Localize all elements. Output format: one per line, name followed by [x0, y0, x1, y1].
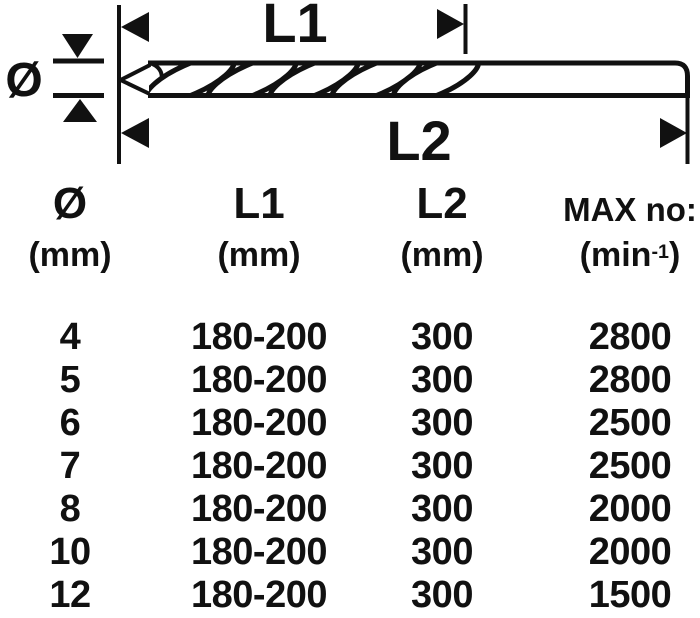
table-row: 7 180-200 300 2500	[0, 445, 700, 488]
cell-l2: 300	[411, 574, 473, 616]
table-header-titles: Ø L1 L2 MAX no:	[0, 170, 700, 228]
cell-l1: 180-200	[191, 531, 327, 573]
cell-diameter: 5	[59, 359, 81, 401]
cell-diameter: 6	[59, 402, 81, 444]
table-header-units: (mm) (mm) (mm) (min-1)	[0, 226, 700, 272]
col-unit-l2: (mm)	[400, 236, 484, 274]
drill-illustration: L1 Ø	[5, 0, 690, 170]
col-header-l2: L2	[416, 179, 468, 228]
diameter-symbol: Ø	[5, 54, 42, 107]
cell-max: 2800	[588, 316, 672, 358]
table-row: 10 180-200 300 2000	[0, 531, 700, 574]
cell-max: 2000	[588, 488, 672, 530]
drill-body-outline	[148, 60, 690, 98]
col-unit-l1: (mm)	[217, 236, 301, 274]
diameter-arrow-up-icon	[63, 99, 97, 122]
cell-max: 2000	[588, 531, 672, 573]
cell-max: 2500	[588, 402, 672, 444]
cell-l2: 300	[411, 531, 473, 573]
cell-diameter: 8	[59, 488, 81, 530]
cell-l2: 300	[411, 402, 473, 444]
diameter-arrow-down-icon	[62, 34, 93, 58]
l1-dimension-label: L1	[262, 0, 327, 54]
col-unit-max: (min-1)	[579, 236, 681, 274]
table-spacer	[0, 272, 700, 316]
table-row: 12 180-200 300 1500	[0, 574, 700, 617]
cell-l1: 180-200	[191, 488, 327, 530]
col-header-l1: L1	[233, 179, 285, 228]
l2-arrow-left-icon	[121, 118, 149, 148]
table-row: 5 180-200 300 2800	[0, 359, 700, 402]
drill-flutes	[149, 60, 481, 98]
cell-diameter: 4	[59, 316, 81, 358]
cell-l1: 180-200	[191, 445, 327, 487]
cell-max: 2800	[588, 359, 672, 401]
l1-arrow-left-icon	[121, 12, 149, 42]
col-header-diameter: Ø	[52, 179, 88, 228]
l1-arrow-right-icon	[437, 9, 464, 39]
table-row: 6 180-200 300 2500	[0, 402, 700, 445]
l2-arrow-right-icon	[660, 118, 687, 148]
cell-max: 1500	[588, 574, 672, 616]
cell-l2: 300	[411, 316, 473, 358]
cell-diameter: 12	[49, 574, 91, 616]
table-row: 8 180-200 300 2000	[0, 488, 700, 531]
cell-l2: 300	[411, 445, 473, 487]
cell-diameter: 10	[49, 531, 91, 573]
cell-l1: 180-200	[191, 359, 327, 401]
drill-diagram: L1 Ø	[0, 0, 700, 170]
table-row: 4 180-200 300 2800	[0, 316, 700, 359]
cell-l2: 300	[411, 359, 473, 401]
superscript: -1	[651, 240, 669, 263]
col-header-max: MAX no:	[563, 191, 697, 228]
cell-l2: 300	[411, 488, 473, 530]
drill-tip	[118, 61, 156, 98]
cell-l1: 180-200	[191, 574, 327, 616]
cell-diameter: 7	[59, 445, 81, 487]
l2-dimension-label: L2	[386, 109, 451, 170]
spec-table: Ø L1 L2 MAX no: (mm) (mm) (mm) (min-1) 4…	[0, 170, 700, 617]
cell-l1: 180-200	[191, 316, 327, 358]
cell-l1: 180-200	[191, 402, 327, 444]
cell-max: 2500	[588, 445, 672, 487]
col-unit-diameter: (mm)	[28, 236, 112, 274]
